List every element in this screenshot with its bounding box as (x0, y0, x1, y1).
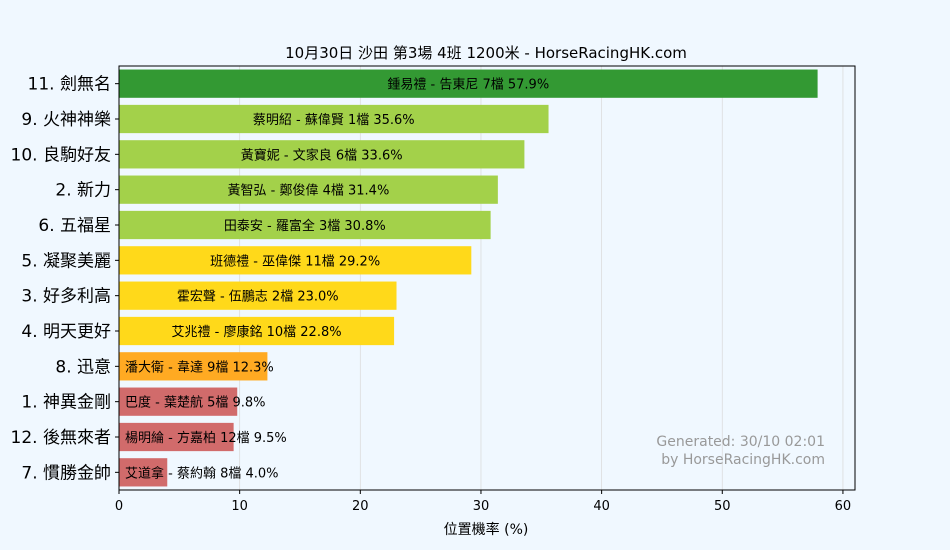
bar (119, 140, 525, 169)
bar-labels: 鍾易禮 - 告東尼 7檔 57.9% 蔡明紹 - 蘇偉賢 1檔 35.6% 黃寶妮 … (125, 77, 549, 482)
bar-label: 巴度 - 葉楚航 5檔 9.8% (125, 395, 266, 411)
bar (119, 316, 395, 346)
bar-label: 霍宏聲 - 伍鵬志 2檔 23.0% (177, 289, 339, 305)
bar-label: 鍾易禮 - 告東尼 7檔 57.9% (387, 77, 549, 93)
y-tick-label: 10. 良駒好友 (11, 145, 111, 165)
x-tick-label: 30 (473, 499, 490, 514)
x-tick-label: 50 (714, 499, 731, 514)
y-tick-label: 3. 好多利高 (21, 287, 111, 307)
bar-label: 艾道拿 - 蔡約翰 8檔 4.0% (125, 465, 279, 481)
x-tick-label: 0 (115, 499, 123, 514)
y-tick-label: 12. 後無來者 (11, 428, 111, 448)
y-tick-label: 2. 新力 (55, 181, 111, 201)
bar-label: 黃智弘 - 鄭俊偉 4檔 31.4% (228, 184, 390, 199)
bar (119, 387, 238, 416)
x-axis: 0 10 20 30 40 50 60 (115, 490, 851, 514)
y-tick-label: 9. 火神神樂 (21, 110, 111, 130)
bar (119, 422, 234, 452)
bar (119, 104, 549, 134)
bar (119, 210, 491, 240)
bar-label: 班德禮 - 巫偉傑 11檔 29.2% (210, 254, 380, 269)
bar-label: 潘大衛 - 韋達 9檔 12.3% (125, 360, 274, 375)
bar (119, 69, 818, 98)
bar (119, 246, 472, 275)
chart-title: 10月30日 沙田 第3場 4班 1200米 - HorseRacingHK.c… (285, 44, 687, 62)
grid-lines (118, 66, 844, 490)
y-tick-label: 5. 凝聚美麗 (21, 251, 111, 271)
x-tick-label: 20 (352, 499, 369, 514)
bar-label: 蔡明紹 - 蘇偉賢 1檔 35.6% (253, 113, 415, 128)
bars (119, 69, 818, 487)
x-tick-label: 10 (231, 499, 248, 514)
bar-label: 楊明綸 - 方嘉柏 12檔 9.5% (125, 430, 287, 446)
y-tick-label: 7. 慣勝金帥 (21, 463, 111, 483)
watermark-generated: Generated: 30/10 02:01 (656, 434, 825, 450)
x-tick-label: 40 (593, 499, 610, 514)
x-tick-label: 60 (835, 499, 852, 514)
bar-label: 艾兆禮 - 廖康銘 10檔 22.8% (172, 324, 342, 340)
y-tick-label: 11. 劍無名 (28, 75, 111, 95)
y-tick-label: 6. 五福星 (38, 216, 111, 236)
y-axis: 11. 劍無名 9. 火神神樂 10. 良駒好友 2. 新力 6. 五福星 5. 凝聚美麗… (11, 75, 119, 483)
bar (119, 458, 168, 487)
bar (119, 352, 268, 381)
y-tick-label: 8. 迅意 (55, 357, 111, 377)
bar (119, 281, 397, 310)
watermark-site: by HorseRacingHK.com (661, 452, 825, 468)
y-tick-label: 4. 明天更好 (21, 322, 111, 342)
x-axis-label: 位置機率 (%) (444, 521, 529, 538)
bar-label: 黃寶妮 - 文家良 6檔 33.6% (241, 147, 403, 163)
y-tick-label: 1. 神異金剛 (21, 393, 111, 413)
bar (119, 175, 498, 204)
plot-frame (118, 65, 856, 491)
bar-label: 田泰安 - 羅富全 3檔 30.8% (224, 218, 386, 234)
